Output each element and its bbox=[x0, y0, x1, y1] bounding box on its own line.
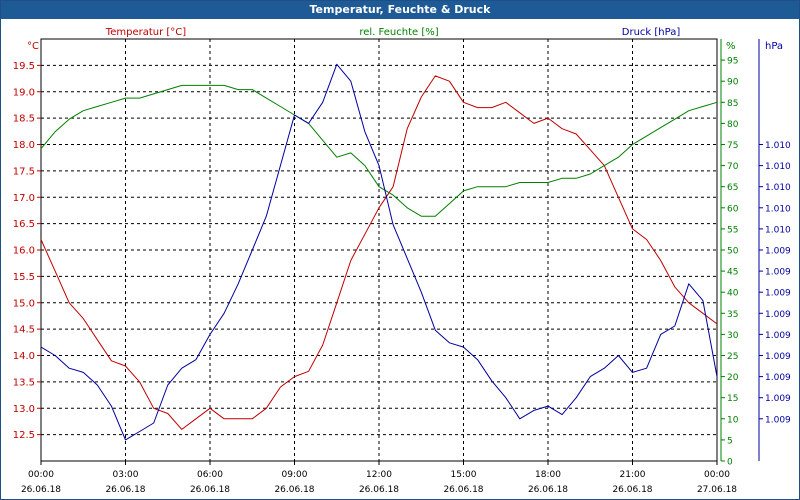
temperature-tick-label: 14.0 bbox=[13, 351, 35, 362]
x-tick-time-label: 21:00 bbox=[620, 470, 646, 480]
humidity-axis: 0 5 10 15 20 25 30 35 40 45 50 55 60 65 70 75 80 85 90 95 bbox=[720, 39, 739, 468]
humidity-tick-label: 0 bbox=[727, 458, 733, 468]
x-tick-time-label: 09:00 bbox=[282, 470, 308, 480]
pressure-unit: hPa bbox=[765, 41, 783, 52]
temperature-tick-label: 15.0 bbox=[13, 298, 35, 309]
pressure-tick-label: 1.009 bbox=[765, 247, 791, 257]
series-layer bbox=[40, 63, 718, 441]
pressure-series-line bbox=[40, 63, 718, 441]
humidity-tick-label: 25 bbox=[727, 352, 738, 362]
humidity-tick-label: 45 bbox=[727, 268, 738, 278]
pressure-tick-label: 1.009 bbox=[765, 310, 791, 320]
humidity-tick-label: 40 bbox=[727, 289, 739, 299]
pressure-axis-title: Druck [hPa] bbox=[622, 27, 681, 38]
temperature-tick-label: 17.5 bbox=[13, 166, 35, 177]
temperature-tick-label: 19.5 bbox=[13, 61, 35, 72]
pressure-tick-label: 1.010 bbox=[765, 183, 791, 193]
pressure-tick-label: 1.009 bbox=[765, 394, 791, 404]
pressure-axis: 1.009 1.009 1.009 1.009 1.009 1.009 1.009 1.009… bbox=[758, 39, 791, 461]
x-tick-date-label: 27.06.18 bbox=[697, 485, 737, 495]
x-tick-date-label: 26.06.18 bbox=[359, 485, 399, 495]
temperature-axis-title: Temperatur [°C] bbox=[105, 27, 186, 38]
humidity-tick-label: 15 bbox=[727, 394, 738, 404]
humidity-tick-label: 65 bbox=[727, 183, 738, 193]
humidity-tick-label: 85 bbox=[727, 99, 738, 109]
humidity-tick-label: 60 bbox=[727, 204, 739, 214]
humidity-tick-label: 20 bbox=[727, 373, 739, 383]
humidity-unit: % bbox=[726, 41, 736, 52]
x-tick-date-label: 26.06.18 bbox=[528, 485, 568, 495]
temperature-unit: °C bbox=[27, 41, 39, 52]
temperature-tick-label: 17.0 bbox=[13, 193, 35, 204]
temperature-tick-label: 19.0 bbox=[13, 87, 35, 98]
chart-title: Temperatur, Feuchte & Druck bbox=[1, 1, 799, 19]
pressure-tick-label: 1.010 bbox=[765, 225, 791, 235]
x-tick-time-label: 00:00 bbox=[704, 470, 730, 480]
temperature-tick-label: 16.5 bbox=[13, 219, 35, 230]
temperature-tick-label: 18.0 bbox=[13, 140, 35, 151]
time-axis: 00:00 26.06.18 03:00 26.06.18 06:00 26.06.18 0… bbox=[21, 461, 737, 495]
pressure-tick-label: 1.009 bbox=[765, 373, 791, 383]
humidity-tick-label: 5 bbox=[727, 436, 733, 446]
pressure-tick-label: 1.009 bbox=[765, 289, 791, 299]
temperature-tick-label: 13.5 bbox=[13, 377, 35, 388]
temperature-tick-label: 13.0 bbox=[13, 404, 35, 415]
x-tick-time-label: 18:00 bbox=[535, 470, 561, 480]
humidity-tick-label: 35 bbox=[727, 310, 738, 320]
x-tick-date-label: 26.06.18 bbox=[612, 485, 652, 495]
humidity-tick-label: 70 bbox=[727, 162, 739, 172]
pressure-tick-label: 1.010 bbox=[765, 141, 791, 151]
x-tick-time-label: 03:00 bbox=[113, 470, 139, 480]
temperature-tick-label: 15.5 bbox=[13, 272, 35, 283]
humidity-tick-label: 10 bbox=[727, 415, 739, 425]
x-tick-date-label: 26.06.18 bbox=[21, 485, 61, 495]
temperature-axis: 12.5 13.0 13.5 14.0 14.5 15.0 15.5 16.0 16.5 17.0… bbox=[13, 61, 41, 441]
humidity-tick-label: 50 bbox=[727, 247, 739, 257]
humidity-tick-label: 90 bbox=[727, 78, 739, 88]
x-tick-time-label: 15:00 bbox=[451, 470, 477, 480]
x-tick-time-label: 06:00 bbox=[197, 470, 223, 480]
grid-lines bbox=[41, 39, 717, 461]
x-tick-date-label: 26.06.18 bbox=[190, 485, 230, 495]
humidity-tick-label: 95 bbox=[727, 57, 738, 67]
temperature-tick-label: 18.5 bbox=[13, 114, 35, 125]
humidity-tick-label: 55 bbox=[727, 225, 738, 235]
x-tick-date-label: 26.06.18 bbox=[443, 485, 483, 495]
temperature-tick-label: 12.5 bbox=[13, 430, 35, 441]
x-tick-time-label: 00:00 bbox=[28, 470, 54, 480]
pressure-tick-label: 1.010 bbox=[765, 162, 791, 172]
humidity-tick-label: 75 bbox=[727, 141, 738, 151]
x-tick-time-label: 12:00 bbox=[366, 470, 392, 480]
humidity-tick-label: 30 bbox=[727, 331, 739, 341]
pressure-tick-label: 1.010 bbox=[765, 204, 791, 214]
pressure-tick-label: 1.009 bbox=[765, 331, 791, 341]
temperature-tick-label: 14.5 bbox=[13, 325, 35, 336]
humidity-axis-title: rel. Feuchte [%] bbox=[359, 27, 438, 38]
x-tick-date-label: 26.06.18 bbox=[274, 485, 314, 495]
humidity-tick-label: 80 bbox=[727, 120, 739, 130]
pressure-tick-label: 1.009 bbox=[765, 268, 791, 278]
humidity-series-line bbox=[40, 84, 718, 217]
pressure-tick-label: 1.009 bbox=[765, 352, 791, 362]
x-tick-date-label: 26.06.18 bbox=[105, 485, 145, 495]
temperature-tick-label: 16.0 bbox=[13, 246, 35, 257]
pressure-tick-label: 1.009 bbox=[765, 415, 791, 425]
